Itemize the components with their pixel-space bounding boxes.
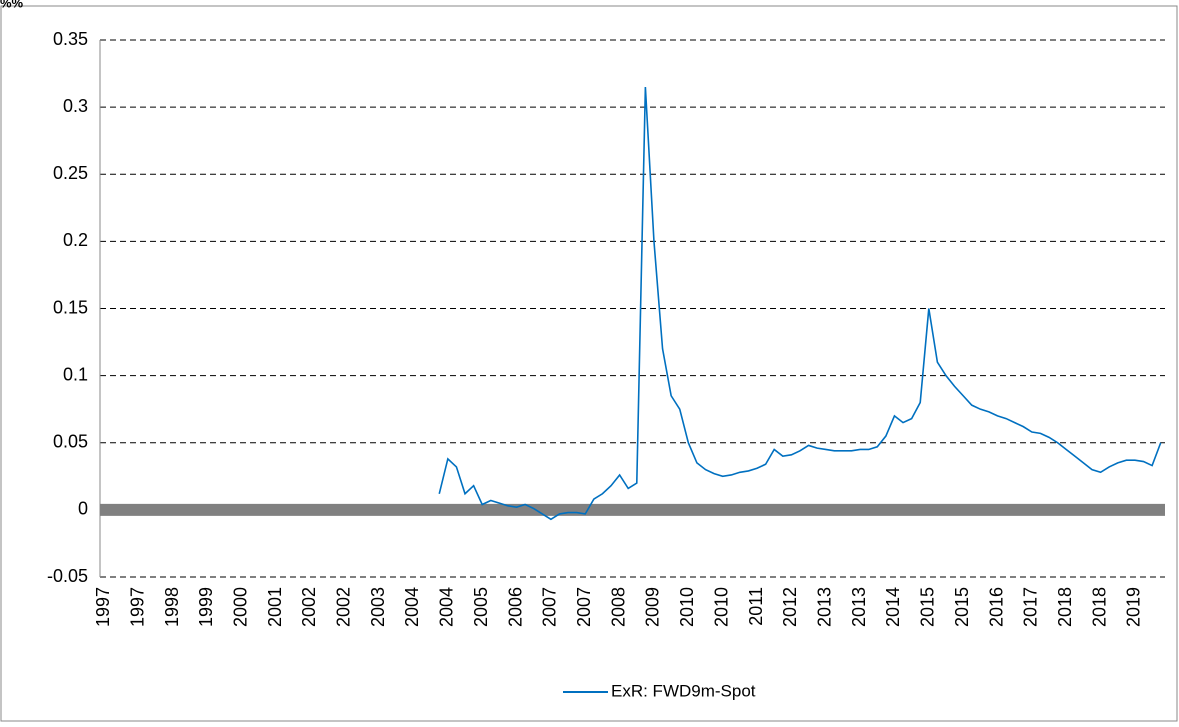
x-tick-label: 2009 (643, 587, 663, 627)
x-tick-label: 1998 (162, 587, 182, 627)
y-tick-label: 0.1 (63, 364, 88, 384)
x-tick-label: 2013 (814, 587, 834, 627)
y-tick-label: 0 (78, 499, 88, 519)
x-tick-label: 1999 (196, 587, 216, 627)
x-tick-label: 2013 (849, 587, 869, 627)
x-tick-label: 1997 (127, 587, 147, 627)
x-tick-label: 2018 (1089, 587, 1109, 627)
x-tick-label: 1997 (93, 587, 113, 627)
y-tick-label: 0.05 (53, 432, 88, 452)
x-tick-label: 2006 (505, 587, 525, 627)
x-tick-label: 2011 (746, 587, 766, 626)
x-tick-label: 2016 (986, 587, 1006, 627)
y-axis-label: %% (0, 0, 24, 10)
y-tick-label: -0.05 (47, 566, 88, 586)
y-tick-label: 0.3 (63, 96, 88, 116)
zero-band (100, 503, 1165, 516)
data-line (438, 86, 1162, 521)
x-tick-label: 2002 (334, 587, 354, 627)
x-tick-label: 2000 (230, 587, 250, 627)
x-tick-label: 2019 (1124, 587, 1144, 627)
x-tick-label: 2015 (918, 587, 938, 627)
x-tick-label: 2017 (1021, 587, 1041, 627)
x-tick-label: 2008 (608, 587, 628, 627)
x-tick-label: 2001 (265, 587, 285, 627)
x-tick-label: 2012 (780, 587, 800, 627)
chart-frame (0, 5, 1178, 722)
legend-label: ExR: FWD9m-Spot (611, 681, 756, 700)
x-tick-label: 2004 (402, 587, 422, 627)
y-tick-label: 0.15 (53, 297, 88, 317)
x-tick-label: 2010 (677, 587, 697, 627)
x-tick-label: 2007 (574, 587, 594, 627)
y-tick-label: 0.25 (53, 163, 88, 183)
y-tick-label: 0.2 (63, 230, 88, 250)
x-tick-label: 2004 (437, 587, 457, 627)
x-tick-label: 2014 (883, 587, 903, 627)
x-tick-label: 2010 (711, 587, 731, 627)
x-tick-label: 2015 (952, 587, 972, 627)
x-tick-label: 2005 (471, 587, 491, 627)
y-tick-label: 0.35 (53, 29, 88, 49)
x-tick-label: 2007 (540, 587, 560, 627)
x-tick-label: 2003 (368, 587, 388, 627)
x-tick-label: 2002 (299, 587, 319, 627)
x-tick-label: 2018 (1055, 587, 1075, 627)
